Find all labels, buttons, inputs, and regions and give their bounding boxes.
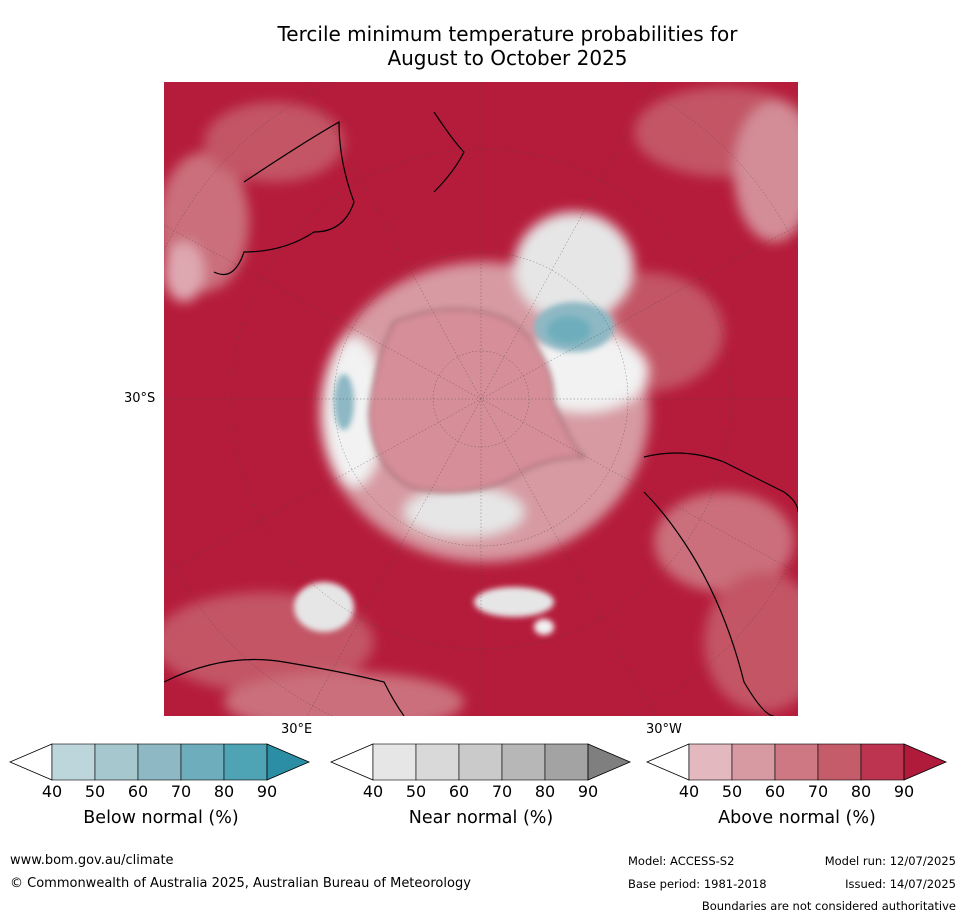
- above-segment-1: [731, 743, 776, 781]
- below-segments: [51, 743, 268, 781]
- near-segment-2: [458, 743, 503, 781]
- footer-disclaimer: Boundaries are not considered authoritat…: [701, 899, 956, 913]
- map-svg: [164, 82, 798, 716]
- above-segments: [688, 743, 905, 781]
- below-segment-0: [51, 743, 96, 781]
- below-colorbar: [8, 743, 311, 781]
- footer-model: Model: ACCESS-S2: [628, 854, 735, 868]
- above-tick-label: 90: [893, 782, 915, 801]
- lon-label-30w: 30°W: [646, 722, 682, 737]
- near-tick-label: 60: [448, 782, 470, 801]
- near-tick-label: 70: [491, 782, 513, 801]
- title-line-1: Tercile minimum temperature probabilitie…: [277, 22, 738, 46]
- footer-issued: Issued: 14/07/2025: [845, 877, 956, 891]
- near-normal-patches: [294, 582, 554, 635]
- near-colorbar: [329, 743, 632, 781]
- above-tick-label: 60: [764, 782, 786, 801]
- above-tick-label: 80: [850, 782, 872, 801]
- below-tick-label: 70: [170, 782, 192, 801]
- near-tick-label: 50: [405, 782, 427, 801]
- below-normal-patches: [334, 302, 614, 430]
- near-min-triangle: [329, 743, 374, 781]
- antarctica: [368, 308, 586, 494]
- title-line-2: August to October 2025: [387, 46, 628, 70]
- polar-grid: [164, 82, 798, 716]
- above-ticks: 40 50 60 70 80 90: [645, 782, 955, 802]
- below-tick-label: 60: [127, 782, 149, 801]
- near-ticks: 40 50 60 70 80 90: [329, 782, 639, 802]
- lat-label-30s: 30°S: [124, 391, 156, 406]
- footer-model-run: Model run: 12/07/2025: [824, 854, 956, 868]
- footer-copyright: © Commonwealth of Australia 2025, Austra…: [10, 876, 471, 891]
- footer-base-period: Base period: 1981-2018: [628, 877, 767, 891]
- above-segment-0: [688, 743, 733, 781]
- above-tick-label: 50: [721, 782, 743, 801]
- above-max-triangle: [903, 743, 948, 781]
- below-label: Below normal (%): [83, 808, 239, 828]
- below-segment-2: [137, 743, 182, 781]
- near-segment-1: [415, 743, 460, 781]
- near-max-triangle: [587, 743, 632, 781]
- above-label: Above normal (%): [718, 808, 876, 828]
- lon-label-30e: 30°E: [281, 722, 313, 737]
- below-tick-label: 90: [256, 782, 278, 801]
- below-tick-label: 40: [41, 782, 63, 801]
- near-tick-label: 80: [534, 782, 556, 801]
- above-min-triangle: [645, 743, 690, 781]
- below-tick-label: 50: [84, 782, 106, 801]
- above-segment-3: [817, 743, 862, 781]
- near-segment-0: [372, 743, 417, 781]
- above-tick-label: 40: [678, 782, 700, 801]
- above-tick-label: 70: [807, 782, 829, 801]
- below-segment-4: [223, 743, 268, 781]
- near-segments: [372, 743, 589, 781]
- above-segment-2: [774, 743, 819, 781]
- probability-map: [164, 82, 798, 716]
- below-ticks: 40 50 60 70 80 90: [8, 782, 318, 802]
- near-segment-4: [544, 743, 589, 781]
- footer-website[interactable]: www.bom.gov.au/climate: [10, 853, 174, 868]
- above-segment-4: [860, 743, 905, 781]
- below-min-triangle: [8, 743, 53, 781]
- above-normal-light-patches: [164, 87, 798, 716]
- near-tick-label: 90: [577, 782, 599, 801]
- map-title: Tercile minimum temperature probabilitie…: [0, 22, 965, 70]
- near-label: Near normal (%): [408, 808, 554, 828]
- below-tick-label: 80: [213, 782, 235, 801]
- near-tick-label: 40: [362, 782, 384, 801]
- below-max-triangle: [266, 743, 311, 781]
- near-segment-3: [501, 743, 546, 781]
- coastlines: [164, 111, 798, 716]
- below-segment-3: [180, 743, 225, 781]
- above-colorbar: [645, 743, 948, 781]
- below-segment-1: [94, 743, 139, 781]
